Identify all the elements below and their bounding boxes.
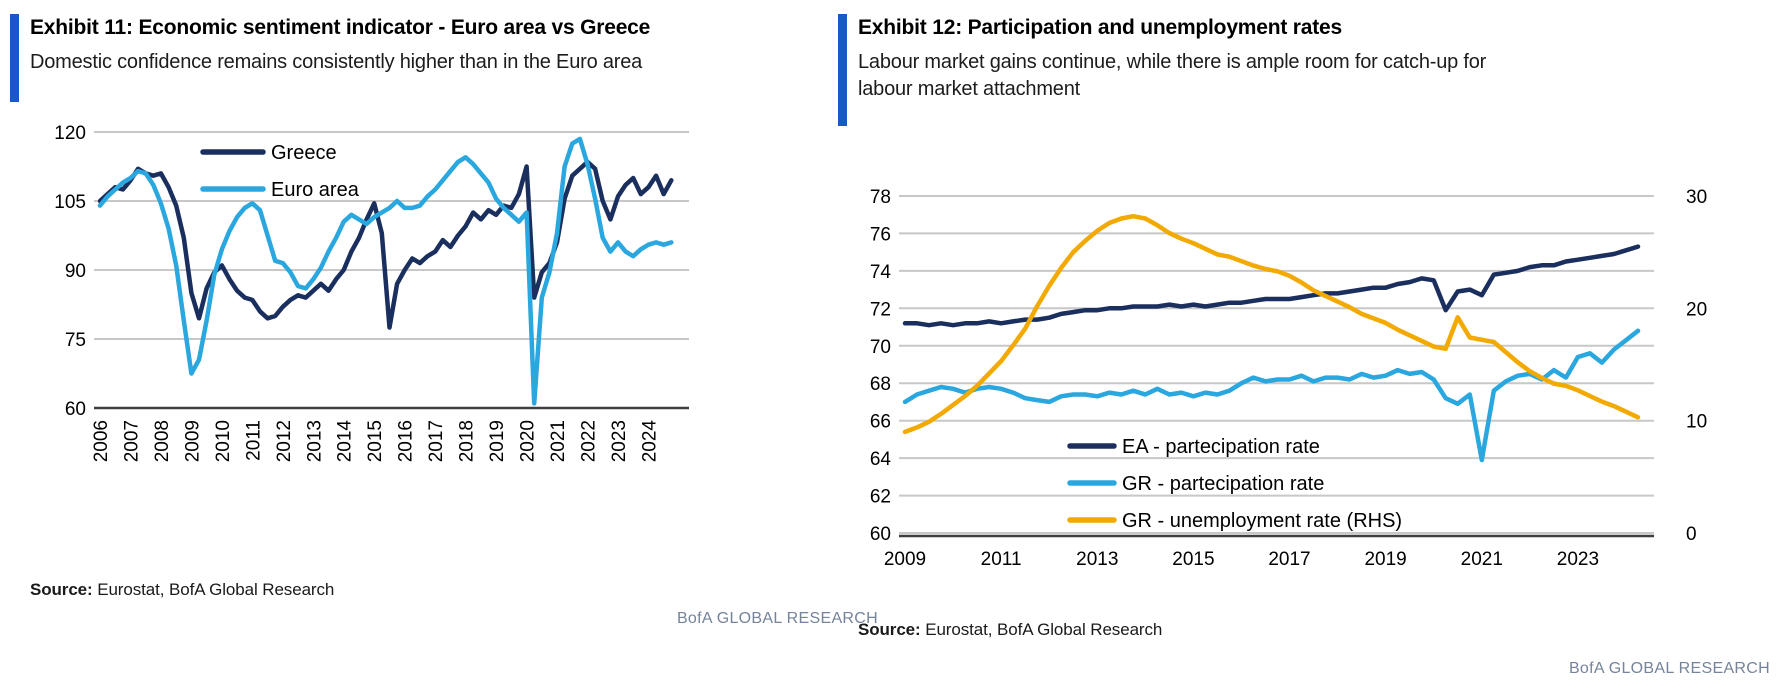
legend-label-2: GR - partecipation rate xyxy=(1122,473,1324,495)
x-axis-label-2023: 2023 xyxy=(1557,549,1599,570)
x-axis-label-2019: 2019 xyxy=(1364,549,1406,570)
x-axis-label-2017: 2017 xyxy=(1268,549,1310,570)
series-line-greece xyxy=(97,159,674,330)
y-axis-label-90: 90 xyxy=(65,261,86,282)
x-axis-label-2007: 2007 xyxy=(122,420,143,462)
right-y-axis-label-30: 30 xyxy=(1686,187,1707,208)
y-axis-label-72: 72 xyxy=(870,299,891,320)
x-axis-label-2011: 2011 xyxy=(243,420,264,461)
labour-market-line-chart: 60 62 64 66 68 70 72 74 76 78 0 10 20 30 2009 2011 2013 2… xyxy=(870,187,1707,570)
x-axis-label-2021: 2021 xyxy=(548,420,569,462)
legend-label-3: GR - unemployment rate (RHS) xyxy=(1122,510,1402,532)
x-axis-label-2019: 2019 xyxy=(487,420,508,462)
x-axis-label-2010: 2010 xyxy=(213,420,234,462)
exhibit-11-title: Exhibit 11: Economic sentiment indicator… xyxy=(30,16,651,39)
right-y-axis-label-0: 0 xyxy=(1686,524,1697,545)
y-axis-label-75: 75 xyxy=(65,330,86,351)
x-axis-label-2011: 2011 xyxy=(981,549,1022,570)
y-axis-label-60: 60 xyxy=(65,399,86,420)
x-axis-label-2009: 2009 xyxy=(884,549,926,570)
exhibit-11-subtitle: Domestic confidence remains consistently… xyxy=(30,51,643,74)
y-axis-label-62: 62 xyxy=(870,487,891,508)
series-line-gr-partecipation-rate xyxy=(902,328,1641,463)
legend-label-1: EA - partecipation rate xyxy=(1122,436,1320,458)
y-axis-label-105: 105 xyxy=(54,192,86,213)
y-axis-label-64: 64 xyxy=(870,449,892,470)
x-axis-label-2024: 2024 xyxy=(639,420,660,463)
legend-label-2: Euro area xyxy=(271,179,360,201)
source-label: Source: xyxy=(858,620,921,639)
x-axis-label-2006: 2006 xyxy=(91,420,112,462)
right-y-axis-label-20: 20 xyxy=(1686,299,1707,320)
series-line-gr-unemployment-rate-rhs- xyxy=(902,213,1641,435)
y-axis-label-74: 74 xyxy=(870,262,892,283)
exhibit-12-source: Source: Eurostat, BofA Global Research xyxy=(858,620,1162,640)
exhibit-12-header: Exhibit 12: Participation and unemployme… xyxy=(858,16,1498,103)
y-axis-label-66: 66 xyxy=(870,412,891,433)
x-axis-label-2013: 2013 xyxy=(304,420,325,462)
y-axis-label-78: 78 xyxy=(870,187,891,208)
exhibit-11-bofa-footer: BofA GLOBAL RESEARCH xyxy=(676,610,878,627)
exhibit-11-accent-bar xyxy=(10,14,19,102)
source-text: Eurostat, BofA Global Research xyxy=(97,580,335,599)
x-axis-label-2015: 2015 xyxy=(365,420,386,462)
right-y-axis-label-10: 10 xyxy=(1686,412,1707,433)
x-axis-label-2013: 2013 xyxy=(1076,549,1118,570)
x-axis-label-2017: 2017 xyxy=(426,420,447,462)
y-axis-label-76: 76 xyxy=(870,224,891,245)
esi-line-chart: 60 75 90 105 120 2006 2007 2008 2009 2010 2011 2012… xyxy=(54,123,689,463)
x-axis-label-2022: 2022 xyxy=(579,420,600,462)
y-axis-label-60: 60 xyxy=(870,524,891,545)
x-axis-label-2020: 2020 xyxy=(518,420,539,462)
exhibit-12-title: Exhibit 12: Participation and unemployme… xyxy=(858,16,1343,39)
x-axis-label-2016: 2016 xyxy=(396,420,417,462)
source-label: Source: xyxy=(30,580,93,599)
exhibit-12-accent-bar xyxy=(838,14,847,126)
exhibit-11-header: Exhibit 11: Economic sentiment indicator… xyxy=(30,16,830,76)
series-line-ea-partecipation-rate xyxy=(902,244,1641,328)
x-axis-label-2014: 2014 xyxy=(335,420,356,463)
x-axis-label-2021: 2021 xyxy=(1461,549,1503,570)
exhibit-12-subtitle: Labour market gains continue, while ther… xyxy=(858,51,1487,101)
y-axis-label-68: 68 xyxy=(870,374,891,395)
legend-label-1: Greece xyxy=(271,142,337,164)
x-axis-label-2009: 2009 xyxy=(182,420,203,462)
x-axis-label-2023: 2023 xyxy=(609,420,630,462)
y-axis-label-70: 70 xyxy=(870,337,891,358)
x-axis-label-2012: 2012 xyxy=(274,420,295,462)
y-axis-label-120: 120 xyxy=(54,123,86,144)
exhibit-11-source: Source: Eurostat, BofA Global Research xyxy=(30,580,334,600)
exhibit-12-bofa-footer: BofA GLOBAL RESEARCH xyxy=(1568,660,1770,677)
x-axis-label-2018: 2018 xyxy=(457,420,478,462)
x-axis-label-2015: 2015 xyxy=(1172,549,1214,570)
series-line-euro-area xyxy=(97,136,674,406)
x-axis-label-2008: 2008 xyxy=(152,420,173,462)
source-text: Eurostat, BofA Global Research xyxy=(925,620,1163,639)
